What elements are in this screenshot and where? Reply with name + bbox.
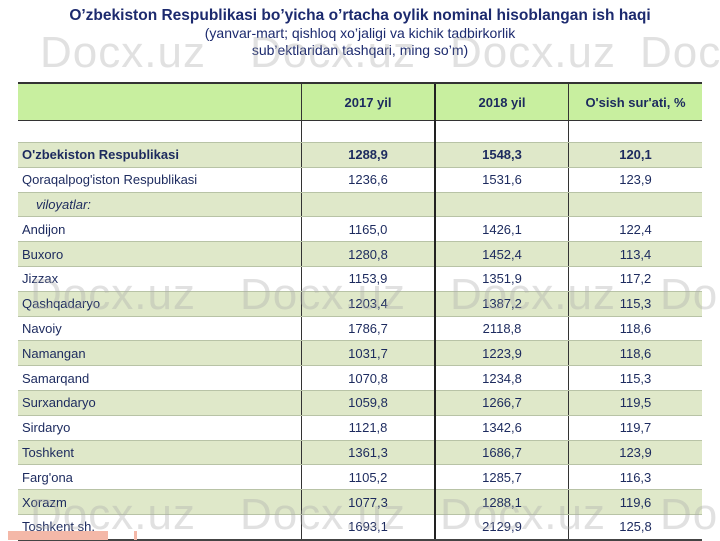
table-row: viloyatlar: [18,192,702,218]
table-header: 2017 yil 2018 yil O'sish sur'ati, % [18,82,702,121]
footer-bar [134,531,137,540]
value-2018 [434,192,569,218]
region-name: Toshkent [18,440,302,466]
value-2017: 1361,3 [301,440,435,466]
footer-bar [8,531,108,540]
value-2018: 1686,7 [434,440,569,466]
growth-rate: 119,6 [568,489,702,515]
growth-rate: 116,3 [568,464,702,491]
value-2018: 1342,6 [434,415,569,441]
growth-rate: 118,6 [568,340,702,367]
growth-rate: 119,5 [568,390,702,416]
growth-rate: 125,8 [568,514,702,541]
region-name: viloyatlar: [18,192,302,218]
growth-rate: 115,3 [568,365,702,391]
table-row: Xorazm 1077,3 1288,1 119,6 [18,489,702,515]
growth-rate: 115,3 [568,291,702,317]
growth-rate: 117,2 [568,266,702,292]
region-name: Qoraqalpog'iston Respublikasi [18,167,302,193]
value-2017: 1280,8 [301,241,435,267]
table-row: Navoiy 1786,7 2118,8 118,6 [18,316,702,342]
page-title: O’zbekiston Respublikasi bo’yicha o’rtac… [0,6,720,59]
value-2018: 1288,1 [434,489,569,515]
value-2017: 1077,3 [301,489,435,515]
table-row: O'zbekiston Respublikasi 1288,9 1548,3 120,… [18,142,702,168]
growth-rate: 122,4 [568,216,702,243]
value-2018: 2129,9 [434,514,569,541]
value-2017: 1070,8 [301,365,435,391]
table-row: Toshkent 1361,3 1686,7 123,9 [18,440,702,466]
value-2017: 1786,7 [301,316,435,342]
header-2017: 2017 yil [301,82,435,121]
region-name: Navoiy [18,316,302,342]
growth-rate: 118,6 [568,316,702,342]
value-2017: 1236,6 [301,167,435,193]
region-name: O'zbekiston Respublikasi [18,142,302,168]
table-row: Sirdaryo 1121,8 1342,6 119,7 [18,415,702,441]
region-name: Sirdaryo [18,415,302,441]
value-2018: 1426,1 [434,216,569,243]
value-2018: 2118,8 [434,316,569,342]
value-2018: 1387,2 [434,291,569,317]
growth-rate: 123,9 [568,440,702,466]
growth-rate: 123,9 [568,167,702,193]
value-2018: 1452,4 [434,241,569,267]
table-row: Qoraqalpog'iston Respublikasi 1236,6 1531,… [18,167,702,193]
growth-rate: 113,4 [568,241,702,267]
table-row: Farg'ona 1105,2 1285,7 116,3 [18,464,702,491]
value-2017 [301,192,435,218]
blank-row [18,120,702,143]
growth-rate [568,192,702,218]
value-2018: 1548,3 [434,142,569,168]
region-name: Namangan [18,340,302,367]
region-name: Jizzax [18,266,302,292]
value-2018: 1531,6 [434,167,569,193]
table-row: Buxoro 1280,8 1452,4 113,4 [18,241,702,267]
table-row: Toshkent sh. 1693,1 2129,9 125,8 [18,514,702,541]
value-2017: 1693,1 [301,514,435,541]
value-2018: 1234,8 [434,365,569,391]
table-row: Jizzax 1153,9 1351,9 117,2 [18,266,702,292]
growth-rate: 119,7 [568,415,702,441]
value-2017: 1203,4 [301,291,435,317]
table-row: Surxandaryo 1059,8 1266,7 119,5 [18,390,702,416]
value-2018: 1223,9 [434,340,569,367]
region-name: Buxoro [18,241,302,267]
header-region [18,82,302,121]
title-sub-1: (yanvar-mart; qishloq xo’jaligi va kichi… [204,25,516,41]
value-2017: 1105,2 [301,464,435,491]
region-name: Andijon [18,216,302,243]
value-2017: 1288,9 [301,142,435,168]
title-sub-2: sub’ektlaridan tashqari, ming so’m) [251,42,469,58]
header-growth: O'sish sur'ati, % [568,82,702,121]
table-row: Qashqadaryo 1203,4 1387,2 115,3 [18,291,702,317]
header-2018: 2018 yil [434,82,569,121]
value-2017: 1031,7 [301,340,435,367]
table-row: Namangan 1031,7 1223,9 118,6 [18,340,702,367]
table-row: Samarqand 1070,8 1234,8 115,3 [18,365,702,391]
region-name: Xorazm [18,489,302,515]
region-name: Qashqadaryo [18,291,302,317]
value-2018: 1266,7 [434,390,569,416]
value-2017: 1121,8 [301,415,435,441]
growth-rate: 120,1 [568,142,702,168]
region-name: Samarqand [18,365,302,391]
table-row: Andijon 1165,0 1426,1 122,4 [18,216,702,243]
region-name: Surxandaryo [18,390,302,416]
value-2018: 1351,9 [434,266,569,292]
wage-table: 2017 yil 2018 yil O'sish sur'ati, % O'zb… [18,82,702,541]
value-2018: 1285,7 [434,464,569,491]
value-2017: 1059,8 [301,390,435,416]
value-2017: 1165,0 [301,216,435,243]
region-name: Farg'ona [18,464,302,491]
title-main: O’zbekiston Respublikasi bo’yicha o’rtac… [69,7,651,24]
value-2017: 1153,9 [301,266,435,292]
